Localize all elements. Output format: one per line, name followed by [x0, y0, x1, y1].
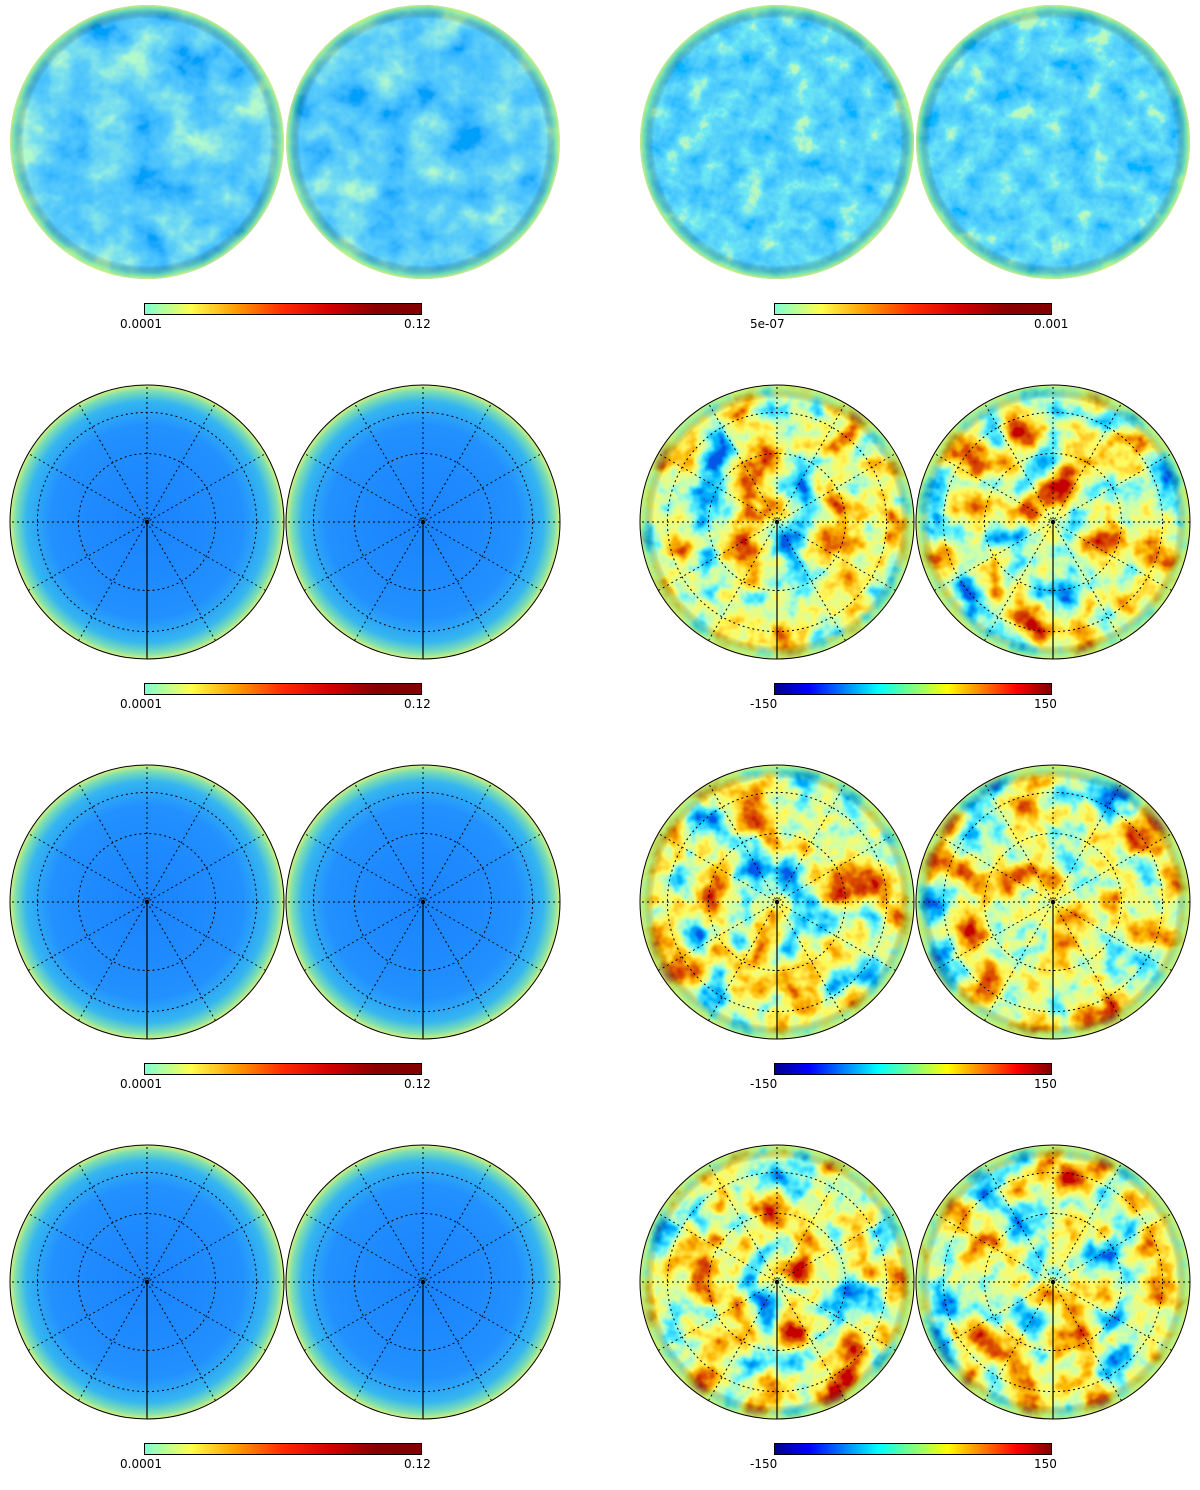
hemisphere-maps	[9, 1144, 561, 1420]
hemisphere-maps	[9, 384, 561, 660]
colorbar-min-label: 0.0001	[120, 317, 162, 331]
left-hemisphere	[10, 1145, 284, 1419]
colorbar-min-label: 0.0001	[120, 697, 162, 711]
colorbar-max-label: 0.12	[404, 697, 431, 711]
colorbar	[144, 1443, 422, 1455]
hemisphere-maps	[639, 384, 1191, 660]
panel-row4-left: 0.0001 0.12	[9, 1144, 570, 1490]
colorbar-min-label: -150	[750, 697, 778, 711]
colorbar-max-label: 0.12	[404, 1457, 431, 1471]
hemisphere-maps	[9, 764, 561, 1040]
panel-row4-right: -150 150	[639, 1144, 1200, 1490]
hemisphere-maps	[639, 764, 1191, 1040]
colorbar	[774, 1443, 1052, 1455]
colorbar	[774, 1063, 1052, 1075]
colorbar	[144, 683, 422, 695]
panel-row2-left: 0.0001 0.12	[9, 384, 570, 730]
right-hemisphere	[286, 5, 560, 279]
colorbar-min-label: 0.0001	[120, 1077, 162, 1091]
colorbar-max-label: 150	[1034, 697, 1057, 711]
hemisphere-maps	[639, 1144, 1191, 1420]
hemisphere-maps	[640, 5, 1190, 279]
left-hemisphere	[10, 385, 284, 659]
left-hemisphere	[640, 1145, 914, 1419]
left-hemisphere	[10, 5, 284, 279]
colorbar	[144, 1063, 422, 1075]
colorbar-max-label: 0.12	[404, 317, 431, 331]
right-hemisphere	[286, 385, 560, 659]
colorbar-min-label: -150	[750, 1457, 778, 1471]
left-hemisphere	[10, 765, 284, 1039]
right-hemisphere	[286, 1145, 560, 1419]
colorbar	[774, 683, 1052, 695]
right-hemisphere	[916, 1145, 1190, 1419]
colorbar	[774, 303, 1052, 315]
left-hemisphere	[640, 5, 914, 279]
left-hemisphere	[640, 765, 914, 1039]
panel-row3-right: -150 150	[639, 764, 1200, 1110]
colorbar-max-label: 150	[1034, 1457, 1057, 1471]
right-hemisphere	[916, 765, 1190, 1039]
right-hemisphere	[916, 385, 1190, 659]
right-hemisphere	[916, 5, 1190, 279]
colorbar-max-label: 150	[1034, 1077, 1057, 1091]
panel-row3-left: 0.0001 0.12	[9, 764, 570, 1110]
panel-row2-right: -150 150	[639, 384, 1200, 730]
hemisphere-maps	[10, 5, 560, 279]
colorbar	[144, 303, 422, 315]
colorbar-max-label: 0.12	[404, 1077, 431, 1091]
colorbar-max-label: 0.001	[1034, 317, 1069, 331]
panel-row1-right: 5e-07 0.001	[640, 5, 1200, 350]
right-hemisphere	[286, 765, 560, 1039]
colorbar-min-label: 5e-07	[750, 317, 785, 331]
colorbar-min-label: -150	[750, 1077, 778, 1091]
colorbar-min-label: 0.0001	[120, 1457, 162, 1471]
left-hemisphere	[640, 385, 914, 659]
panel-row1-left: 0.0001 0.12	[10, 5, 570, 350]
